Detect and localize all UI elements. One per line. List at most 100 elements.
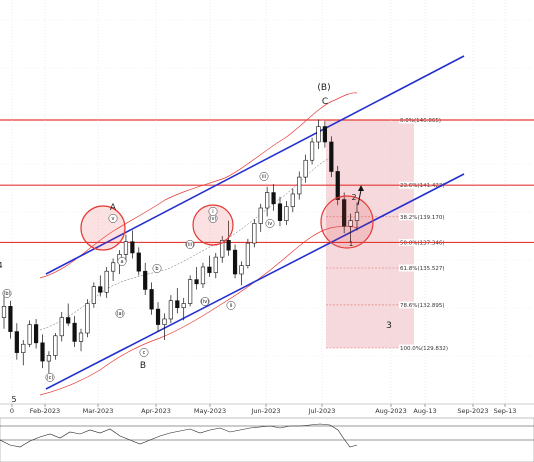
fib-label: 50.0%(137.346)	[400, 240, 445, 246]
candle	[175, 288, 180, 314]
candle	[66, 303, 71, 326]
candle	[200, 262, 206, 289]
x-axis: 0 Feb-2023 Mar-2023 Apr-2023 May-2023 Jun-202…	[0, 403, 534, 418]
candle-body	[123, 241, 129, 255]
candle-body	[8, 306, 13, 332]
candle-body	[27, 324, 32, 345]
candle	[245, 238, 250, 269]
fib-label-bg	[399, 213, 446, 221]
candle-body	[143, 270, 148, 290]
candle-body	[284, 206, 289, 221]
candle-body	[265, 192, 270, 209]
candle	[21, 340, 26, 366]
wave-label: 5	[11, 395, 16, 404]
wave-label-ring	[208, 206, 218, 216]
lower-band	[39, 225, 358, 396]
highlight-circles	[80, 195, 374, 251]
candle-body	[329, 141, 334, 172]
candle-body	[239, 265, 244, 275]
wave-label: 1	[349, 240, 353, 248]
candle	[155, 302, 161, 332]
candle-body	[258, 207, 263, 224]
wave-label: (v)	[210, 216, 217, 222]
target-circle	[320, 195, 374, 249]
oscillator-panel	[0, 417, 534, 462]
wave-label: B	[140, 361, 146, 371]
candle	[72, 316, 77, 348]
candle	[181, 297, 186, 321]
candle-body	[271, 192, 276, 205]
wave-label: C	[322, 97, 328, 107]
middle-band	[39, 157, 331, 331]
horizontal-levels	[0, 119, 534, 244]
candle-body	[342, 199, 347, 227]
candle	[194, 266, 199, 290]
fib-label-bg	[399, 301, 446, 309]
candle	[239, 261, 244, 286]
channel-lower-line	[45, 173, 465, 390]
candles	[1, 119, 360, 377]
candle	[316, 119, 321, 150]
wave-label-ring	[226, 300, 236, 310]
candle-body	[46, 355, 52, 362]
wave-label: (a)	[117, 311, 124, 317]
wave-label: A	[110, 203, 117, 213]
arrow-head-icon	[358, 185, 364, 191]
wave-label-ring	[185, 239, 195, 249]
candle	[271, 184, 276, 211]
candle	[33, 318, 39, 349]
wave-label: i	[212, 209, 213, 215]
wave-v-circle	[192, 204, 234, 246]
candle	[59, 311, 64, 342]
candle-body	[354, 211, 360, 221]
candle	[168, 295, 173, 324]
wave-label: (iii)	[186, 242, 194, 248]
candle	[1, 296, 7, 329]
candle	[297, 171, 302, 200]
wave-label: c	[143, 350, 146, 356]
candle-body	[277, 203, 283, 221]
candle	[85, 299, 90, 338]
wave-label: (B)	[317, 83, 330, 93]
candle	[91, 282, 96, 308]
candle	[335, 165, 340, 206]
arrow-shaft	[357, 189, 362, 206]
candle-body	[194, 279, 199, 285]
fib-label: 38.2%(139.170)	[400, 215, 445, 221]
fib-label: 23.6%(141.423)	[400, 183, 445, 189]
x-tick-label: Apr-2023	[141, 407, 171, 415]
candle-body	[40, 342, 45, 362]
candle	[188, 275, 193, 307]
fib-label: 61.8%(135.527)	[400, 266, 445, 272]
x-tick-label: Aug-13	[413, 407, 436, 415]
candle-body	[290, 193, 295, 207]
wave-label-ring	[117, 256, 127, 266]
bollinger-bands	[39, 92, 358, 396]
candle	[252, 219, 257, 248]
wave-label-ring	[115, 308, 125, 318]
candle-body	[111, 262, 116, 272]
wave-label-ring	[200, 296, 210, 306]
wave-a-circle	[80, 205, 126, 251]
wave-label: 2	[351, 193, 356, 202]
candle-body	[78, 332, 84, 342]
candle-body	[335, 171, 340, 200]
candle-body	[136, 252, 141, 272]
wave-label: b	[155, 266, 158, 272]
upper-band	[39, 92, 358, 279]
candle	[104, 266, 109, 298]
candle	[14, 323, 19, 360]
candle-body	[59, 317, 64, 337]
candle-body	[130, 241, 135, 254]
x-tick-label: Jul-2023	[308, 407, 336, 415]
candle	[277, 196, 283, 227]
candle	[258, 203, 263, 232]
candle	[111, 258, 116, 282]
candle-body	[348, 220, 353, 227]
x-tick-label: Jun-2023	[250, 407, 280, 415]
fib-label-bg	[399, 264, 446, 272]
candle-body	[232, 249, 238, 275]
wave-label-ring	[265, 218, 275, 228]
candle-body	[245, 242, 250, 266]
